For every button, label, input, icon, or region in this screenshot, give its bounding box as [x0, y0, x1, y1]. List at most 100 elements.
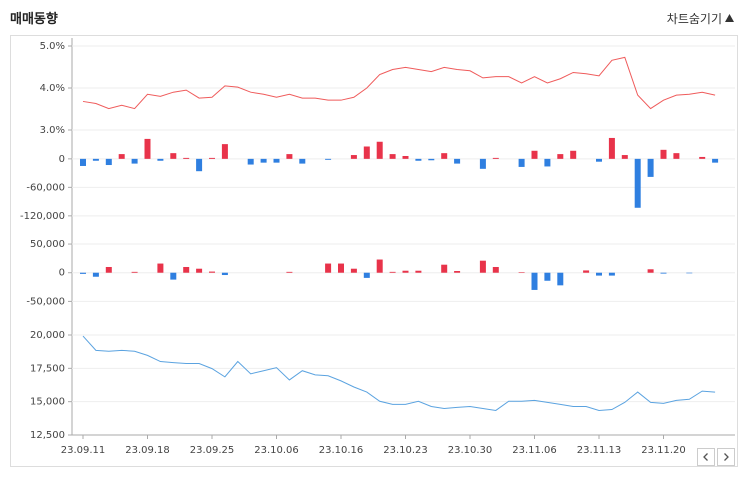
bar — [492, 266, 499, 273]
bar — [80, 272, 86, 274]
bar — [454, 271, 461, 273]
next-icon[interactable] — [718, 449, 734, 465]
toggle-chart[interactable]: 차트숨기기 — [666, 12, 722, 26]
bar — [363, 146, 370, 159]
bar — [118, 154, 125, 159]
bar — [389, 154, 396, 159]
y-tick-label: 50,000 — [30, 239, 65, 250]
bar — [325, 263, 332, 273]
bar — [144, 138, 151, 159]
x-tick-label: 23.10.23 — [383, 445, 428, 456]
bar — [183, 157, 190, 159]
y-tick-label: -60,000 — [26, 182, 65, 193]
line — [82, 335, 716, 411]
bar — [92, 158, 99, 161]
bar — [428, 158, 435, 161]
x-tick-label: 23.10.30 — [448, 445, 493, 456]
bar — [363, 272, 370, 278]
bar — [221, 144, 228, 159]
bar — [273, 158, 280, 163]
prev-button[interactable] — [697, 448, 715, 466]
bar — [209, 157, 215, 159]
bar — [196, 158, 203, 172]
bar — [492, 157, 499, 159]
bar — [557, 154, 564, 159]
bar — [608, 272, 615, 276]
bar — [157, 158, 164, 161]
line — [82, 56, 716, 110]
bar — [299, 158, 306, 164]
bar — [634, 158, 641, 208]
y-tick-label: -50,000 — [26, 296, 65, 307]
bar — [247, 158, 254, 165]
bar — [441, 264, 448, 273]
bar — [350, 155, 357, 159]
bar — [596, 158, 602, 162]
bar — [80, 158, 86, 166]
bar — [531, 150, 538, 159]
bar — [402, 156, 409, 159]
bar — [170, 153, 177, 159]
next-button[interactable] — [717, 448, 735, 466]
bar — [183, 266, 190, 273]
y-tick-label: 0 — [59, 268, 65, 279]
toggle-icon[interactable] — [725, 14, 734, 22]
bar — [544, 158, 551, 167]
bar — [660, 149, 667, 159]
bar — [131, 158, 138, 164]
bar — [196, 268, 203, 273]
bar — [660, 272, 667, 274]
bar — [479, 260, 486, 273]
y-tick-label: 0 — [59, 154, 65, 165]
bar — [699, 156, 706, 159]
y-tick-label: 20,000 — [30, 330, 65, 341]
bar — [389, 271, 396, 273]
bar — [376, 259, 383, 273]
prev-icon[interactable] — [698, 449, 714, 465]
bar — [92, 272, 99, 277]
bar — [686, 272, 693, 274]
bar — [338, 263, 344, 273]
bar — [209, 271, 215, 273]
y-tick-label: 3.0% — [40, 125, 65, 136]
x-tick-label: 23.11.06 — [512, 445, 557, 456]
bar — [583, 270, 590, 273]
bar — [325, 158, 332, 160]
y-tick-label: -120,000 — [20, 211, 65, 222]
bar — [105, 266, 112, 273]
bar — [531, 272, 538, 290]
y-tick-label: 15,000 — [30, 397, 65, 408]
x-tick-label: 23.10.16 — [319, 445, 364, 456]
bar — [170, 272, 177, 280]
bar — [415, 158, 422, 161]
y-tick-label: 4.0% — [40, 83, 65, 94]
y-tick-label: 17,500 — [30, 363, 65, 374]
bar — [621, 155, 628, 159]
x-tick-label: 23.11.13 — [577, 445, 622, 456]
y-tick-label: 12,500 — [30, 430, 65, 441]
chart-box — [10, 35, 738, 467]
bar — [479, 158, 486, 169]
bar — [221, 272, 228, 276]
bar — [596, 272, 602, 276]
bar — [402, 270, 409, 273]
bar — [157, 263, 164, 273]
bar — [557, 272, 564, 286]
section-title: 매매동향 — [10, 12, 58, 27]
bar — [105, 158, 112, 166]
x-tick-label: 23.09.25 — [190, 445, 235, 456]
bar — [544, 272, 551, 281]
bar — [647, 269, 654, 273]
bar — [518, 158, 525, 167]
x-tick-label: 23.10.06 — [254, 445, 299, 456]
bar — [518, 272, 525, 273]
bar — [673, 153, 680, 159]
bar — [712, 158, 719, 163]
bar — [260, 158, 267, 163]
bar — [415, 270, 422, 273]
bar — [441, 153, 448, 159]
bar — [286, 271, 293, 273]
bar — [647, 158, 654, 177]
